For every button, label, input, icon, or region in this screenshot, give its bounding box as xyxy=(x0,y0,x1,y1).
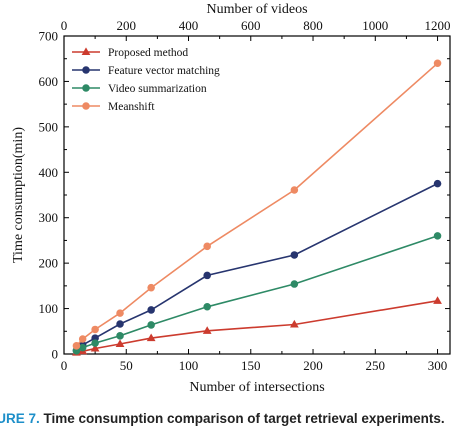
x-tick-label: 250 xyxy=(366,358,386,373)
figure-caption-text: Time consumption comparison of target re… xyxy=(43,411,445,426)
top-x-tick-label: 1000 xyxy=(362,18,388,33)
y-tick-label: 500 xyxy=(39,119,59,134)
legend-marker xyxy=(82,102,90,110)
y-tick-label: 0 xyxy=(52,347,59,362)
x-tick-label: 150 xyxy=(241,358,261,373)
y-tick-label: 400 xyxy=(39,165,59,180)
data-point xyxy=(146,333,156,342)
data-point xyxy=(116,332,124,340)
legend-item: Feature vector matching xyxy=(72,65,220,77)
ticks: 0 50 100 150 200 250 300 0 200 400 600 800 1000 1200 0… xyxy=(39,18,451,373)
series-proposed-method xyxy=(72,296,442,356)
top-x-tick-label: 400 xyxy=(179,18,199,33)
x-tick-label: 0 xyxy=(61,358,68,373)
data-point xyxy=(433,232,442,240)
top-x-tick-label: 0 xyxy=(61,18,68,33)
y-axis-title: Time consumption(min) xyxy=(11,127,26,263)
x-tick-label: 100 xyxy=(179,358,199,373)
data-point xyxy=(202,326,212,334)
series-meanshift xyxy=(72,59,442,350)
data-point xyxy=(72,342,81,350)
y-tick-label: 200 xyxy=(39,256,59,271)
data-point xyxy=(116,320,124,328)
legend-marker xyxy=(82,84,90,92)
y-tick-label: 600 xyxy=(39,74,59,89)
top-x-tick-label: 800 xyxy=(303,18,323,33)
legend-marker xyxy=(81,47,91,55)
data-point xyxy=(290,186,299,194)
data-point xyxy=(78,335,87,343)
data-point xyxy=(147,306,155,314)
data-point xyxy=(90,343,100,352)
figure-caption: IGURE 7. Time consumption comparison of … xyxy=(0,408,474,429)
legend-label: Feature vector matching xyxy=(108,65,220,77)
series-video-summarization xyxy=(72,232,442,355)
data-point xyxy=(147,321,155,329)
data-point xyxy=(290,251,299,259)
x-tick-label: 200 xyxy=(303,358,323,373)
series-line xyxy=(75,182,438,351)
figure-caption-label: IGURE 7. xyxy=(0,411,40,426)
legend-label: Meanshift xyxy=(108,101,155,113)
y-tick-label: 300 xyxy=(39,210,59,225)
data-point xyxy=(147,283,155,292)
top-x-tick-label: 1200 xyxy=(425,18,451,33)
data-point xyxy=(91,339,99,347)
data-point xyxy=(433,296,442,304)
top-x-tick-label: 200 xyxy=(117,18,137,33)
data-point xyxy=(433,59,442,68)
top-x-tick-label: 600 xyxy=(241,18,261,33)
data-point xyxy=(290,280,299,288)
series-lines xyxy=(72,59,442,356)
legend-label: Proposed method xyxy=(108,47,188,59)
top-x-axis-title: Number of videos xyxy=(206,2,307,17)
legend-item: Proposed method xyxy=(72,47,188,59)
data-point xyxy=(433,179,442,188)
data-point xyxy=(115,339,125,347)
series-line xyxy=(76,235,438,352)
x-tick-label: 50 xyxy=(120,358,133,373)
data-point xyxy=(203,271,211,280)
series-line xyxy=(76,300,438,354)
x-axis-title: Number of intersections xyxy=(189,380,324,395)
legend-item: Meanshift xyxy=(72,101,155,113)
legend-label: Video summarization xyxy=(108,83,207,95)
data-point xyxy=(116,309,124,317)
data-point xyxy=(91,325,99,334)
line-chart: 0 50 100 150 200 250 300 0 200 400 600 800 1000 1200 0… xyxy=(11,2,451,395)
x-tick-label: 300 xyxy=(428,358,448,373)
data-point xyxy=(78,343,87,352)
data-point xyxy=(203,302,211,311)
y-tick-label: 100 xyxy=(39,301,59,316)
data-point xyxy=(203,242,211,251)
data-point xyxy=(289,319,299,328)
y-tick-label: 700 xyxy=(39,29,59,44)
legend: Proposed method Feature vector matching Vi… xyxy=(72,47,220,113)
legend-item: Video summarization xyxy=(72,83,207,95)
legend-marker xyxy=(82,66,90,74)
